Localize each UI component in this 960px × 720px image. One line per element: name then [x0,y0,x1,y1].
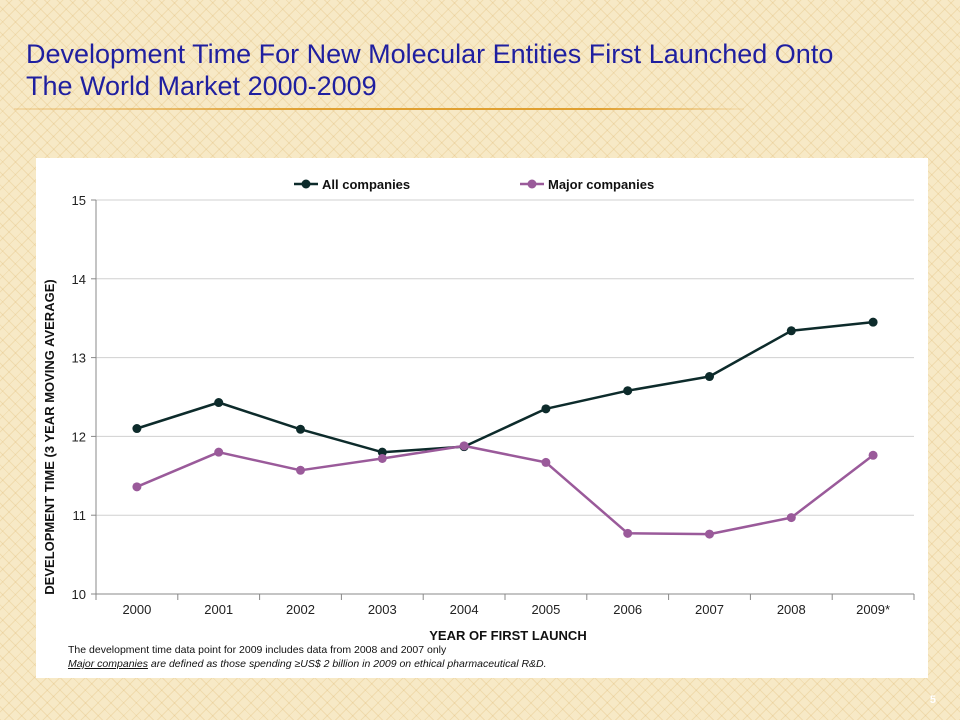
y-tick-label: 10 [72,587,86,602]
y-tick-label: 14 [72,272,86,287]
footnote-major-companies-term: Major companies [68,658,148,670]
legend: All companies Major companies [294,177,654,192]
chart-panel: 10 11 12 13 14 15 2000 2001 2002 2003 2004 2005 2006… [36,158,928,678]
slide-number: 5 [929,694,936,706]
data-point-major-companies [296,465,305,475]
legend-swatch-marker [301,179,311,189]
series-line-major-companies [136,444,874,536]
data-point-all-companies [377,447,387,457]
gridlines [96,199,914,516]
line-chart: 10 11 12 13 14 15 2000 2001 2002 2003 2004 2005 2006… [42,177,915,643]
data-point-all-companies [296,424,305,434]
x-tick-label: 2004 [450,602,479,617]
x-tick-label: 2008 [777,602,806,617]
x-tick-label: 2005 [531,602,560,617]
title-underline [14,108,744,110]
data-point-major-companies [705,529,714,539]
data-point-major-companies [541,457,551,467]
data-point-major-companies [623,528,633,538]
y-tick-label: 11 [73,508,87,523]
x-tick-label: 2000 [122,602,151,617]
x-tick-label: 2007 [695,602,724,617]
y-tick-label: 13 [72,351,86,366]
y-tick-label: 12 [72,429,86,444]
series-line-all-companies [136,320,874,454]
data-point-all-companies [541,404,551,414]
x-axis-title: YEAR OF FIRST LAUNCH [429,628,586,643]
data-point-major-companies [377,453,387,463]
footnote-2009-data: The development time data point for 2009… [68,644,447,656]
footnote-major-companies-definition: are defined as those spending ≥US$ 2 bil… [147,658,547,670]
data-point-all-companies [786,326,796,336]
y-axis-title: DEVELOPMENT TIME (3 YEAR MOVING AVERAGE) [42,279,57,594]
y-tick-label: 15 [72,193,86,208]
data-point-all-companies [868,317,878,327]
data-point-major-companies [868,450,878,460]
slide-title: Development Time For New Molecular Entit… [26,39,834,101]
data-point-all-companies [705,372,714,382]
x-tick-label: 2006 [613,602,642,617]
data-point-major-companies [459,441,469,451]
x-tick-label: 2002 [286,602,315,617]
legend-label: All companies [322,177,410,192]
legend-swatch-marker [527,179,537,189]
data-point-all-companies [623,386,633,396]
data-point-major-companies [214,447,224,457]
data-point-major-companies [786,513,796,523]
legend-label: Major companies [548,177,654,192]
data-point-all-companies [214,398,224,408]
x-tick-label: 2001 [204,602,233,617]
data-point-all-companies [132,424,142,434]
data-point-major-companies [132,482,142,492]
axes: 10 11 12 13 14 15 2000 2001 2002 2003 2004 2005 2006… [72,193,915,617]
footnote-major-companies: Major companies are defined as those spe… [68,658,547,670]
x-tick-label: 2009* [856,602,890,617]
series [132,317,878,539]
x-tick-label: 2003 [368,602,397,617]
